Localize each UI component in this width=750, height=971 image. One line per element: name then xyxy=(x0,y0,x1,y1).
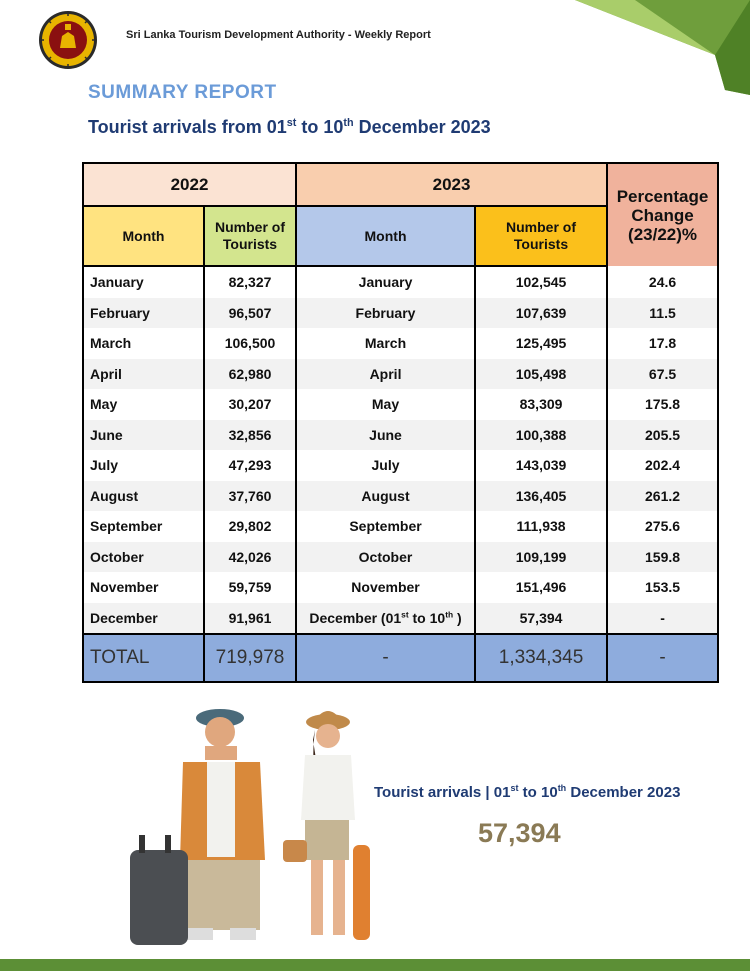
row-tourists-2022: 91,961 xyxy=(202,602,298,634)
number-2023-header: Number of Tourists xyxy=(474,205,609,267)
table-row: May 30,207 May 83,309 175.8 xyxy=(82,389,720,420)
row-percentage-change: 175.8 xyxy=(606,389,720,420)
row-percentage-change: 205.5 xyxy=(606,419,720,450)
row-tourists-2022: 106,500 xyxy=(202,328,298,359)
row-tourists-2022: 62,980 xyxy=(202,358,298,389)
row-tourists-2023: 136,405 xyxy=(474,480,609,511)
row-month-2023: October xyxy=(295,541,477,572)
row-month-2022: March xyxy=(82,328,205,359)
table-row: November 59,759 November 151,496 153.5 xyxy=(82,572,720,603)
table-row: October 42,026 October 109,199 159.8 xyxy=(82,541,720,572)
row-month-2023: December (01st to 10th ) xyxy=(295,602,477,634)
row-tourists-2022: 96,507 xyxy=(202,297,298,328)
row-tourists-2022: 47,293 xyxy=(202,450,298,481)
row-tourists-2023: 102,545 xyxy=(474,266,609,298)
row-percentage-change: 67.5 xyxy=(606,358,720,389)
row-tourists-2022: 37,760 xyxy=(202,480,298,511)
row-tourists-2023: 111,938 xyxy=(474,511,609,542)
row-month-2023: November xyxy=(295,572,477,603)
row-month-2023: March xyxy=(295,328,477,359)
travelers-illustration xyxy=(130,709,370,945)
row-tourists-2023: 151,496 xyxy=(474,572,609,603)
corner-decoration-icon xyxy=(575,0,750,95)
row-tourists-2023: 143,039 xyxy=(474,450,609,481)
row-tourists-2022: 32,856 xyxy=(202,419,298,450)
table-row: July 47,293 July 143,039 202.4 xyxy=(82,450,720,481)
row-percentage-change: 11.5 xyxy=(606,297,720,328)
table-row: April 62,980 April 105,498 67.5 xyxy=(82,358,720,389)
row-tourists-2023: 57,394 xyxy=(474,602,609,634)
table-row: August 37,760 August 136,405 261.2 xyxy=(82,480,720,511)
row-month-2022: September xyxy=(82,511,205,542)
total-2023-value: 1,334,345 xyxy=(474,633,609,683)
row-tourists-2023: 83,309 xyxy=(474,389,609,420)
row-percentage-change: 17.8 xyxy=(606,328,720,359)
row-month-2023: September xyxy=(295,511,477,542)
table-row: December 91,961 December (01st to 10th ) 57… xyxy=(82,602,720,634)
row-month-2022: December xyxy=(82,602,205,634)
table-row: February 96,507 February 107,639 11.5 xyxy=(82,297,720,328)
year-header-row: 2022 2023 Percentage Change (23/22)% xyxy=(81,162,720,266)
row-percentage-change: 261.2 xyxy=(606,480,720,511)
row-month-2022: February xyxy=(82,297,205,328)
row-percentage-change: 275.6 xyxy=(606,511,720,542)
row-percentage-change: 159.8 xyxy=(606,541,720,572)
row-month-2022: June xyxy=(82,419,205,450)
table-row: June 32,856 June 100,388 205.5 xyxy=(82,419,720,450)
number-2022-header: Number of Tourists xyxy=(202,205,298,267)
header-org-text: Sri Lanka Tourism Development Authority … xyxy=(126,29,431,41)
highlight-caption: Tourist arrivals | 01st to 10th December… xyxy=(374,783,681,802)
percentage-change-header: Percentage Change (23/22)% xyxy=(606,162,720,266)
row-month-2023: July xyxy=(295,450,477,481)
row-month-2023: January xyxy=(295,266,477,298)
column-header-row: Month Number of Tourists Month Number of T… xyxy=(82,205,718,267)
year-2023-header: 2023 xyxy=(295,162,609,206)
year-2022-header: 2022 xyxy=(81,162,298,206)
arrivals-table: 2022 2023 Percentage Change (23/22)% Month… xyxy=(81,162,720,683)
total-2023-month: - xyxy=(295,633,477,683)
row-month-2022: July xyxy=(82,450,205,481)
total-pct: - xyxy=(606,633,720,683)
sri-lanka-emblem-icon xyxy=(39,11,97,69)
row-month-2023: June xyxy=(295,419,477,450)
row-tourists-2022: 42,026 xyxy=(202,541,298,572)
footer-bar xyxy=(0,959,750,971)
table-row: September 29,802 September 111,938 275.6 xyxy=(82,511,720,542)
row-percentage-change: 24.6 xyxy=(606,266,720,298)
row-tourists-2023: 107,639 xyxy=(474,297,609,328)
month-2022-header: Month xyxy=(82,205,205,267)
row-percentage-change: - xyxy=(606,602,720,634)
row-month-2023: August xyxy=(295,480,477,511)
row-month-2022: April xyxy=(82,358,205,389)
row-month-2022: August xyxy=(82,480,205,511)
row-percentage-change: 153.5 xyxy=(606,572,720,603)
row-tourists-2022: 82,327 xyxy=(202,266,298,298)
row-tourists-2023: 100,388 xyxy=(474,419,609,450)
section-title: SUMMARY REPORT xyxy=(88,82,277,103)
row-month-2023: February xyxy=(295,297,477,328)
row-tourists-2023: 109,199 xyxy=(474,541,609,572)
total-row: TOTAL 719,978 - 1,334,345 - xyxy=(82,633,720,683)
row-month-2022: January xyxy=(82,266,205,298)
row-tourists-2023: 125,495 xyxy=(474,328,609,359)
report-subtitle: Tourist arrivals from 01st to 10th Decem… xyxy=(88,117,491,137)
row-tourists-2022: 59,759 xyxy=(202,572,298,603)
table-row: March 106,500 March 125,495 17.8 xyxy=(82,328,720,359)
month-2023-header: Month xyxy=(295,205,477,267)
row-tourists-2022: 30,207 xyxy=(202,389,298,420)
row-percentage-change: 202.4 xyxy=(606,450,720,481)
row-tourists-2022: 29,802 xyxy=(202,511,298,542)
row-tourists-2023: 105,498 xyxy=(474,358,609,389)
total-label: TOTAL xyxy=(82,633,205,683)
highlight-value: 57,394 xyxy=(478,818,561,848)
row-month-2022: November xyxy=(82,572,205,603)
row-month-2023: May xyxy=(295,389,477,420)
row-month-2022: October xyxy=(82,541,205,572)
table-row: January 82,327 January 102,545 24.6 xyxy=(82,266,720,298)
row-month-2022: May xyxy=(82,389,205,420)
row-month-2023: April xyxy=(295,358,477,389)
total-2022-value: 719,978 xyxy=(202,633,298,683)
